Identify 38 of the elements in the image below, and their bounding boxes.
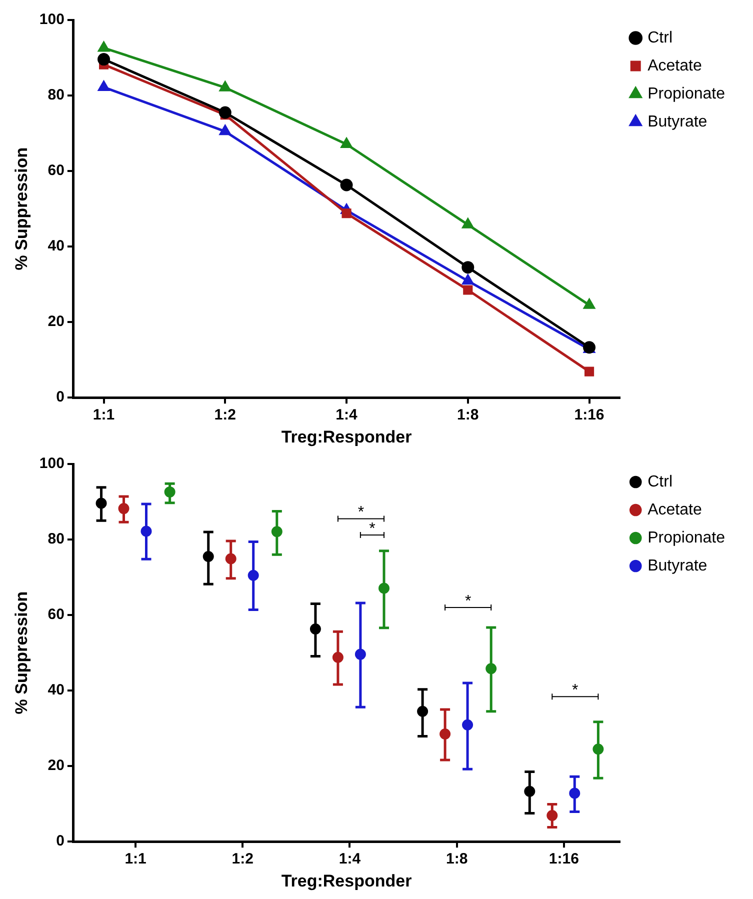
annotation: *: [358, 504, 364, 522]
x-tick-label: 1:4: [336, 406, 358, 424]
y-tick-label: 60: [48, 606, 64, 624]
legend-label: Acetate: [648, 501, 702, 518]
legend-label: Butyrate: [648, 113, 708, 130]
y-axis-title: % Suppression: [12, 147, 31, 270]
x-axis-title: Treg:Responder: [281, 871, 412, 890]
y-tick-label: 20: [48, 757, 64, 774]
x-tick-label: 1:2: [232, 850, 254, 868]
x-tick-label: 1:16: [548, 850, 579, 868]
y-tick-label: 80: [48, 530, 64, 548]
y-axis-title: % Suppression: [12, 591, 31, 714]
legend-label: Butyrate: [648, 557, 708, 574]
legend-label: Ctrl: [648, 473, 672, 490]
y-tick-label: 0: [56, 832, 64, 850]
annotation: *: [572, 682, 578, 700]
legend-label: Acetate: [648, 57, 702, 74]
y-tick-label: 60: [48, 162, 64, 180]
y-tick-label: 80: [48, 86, 64, 104]
x-tick-label: 1:2: [214, 406, 236, 424]
x-tick-label: 1:16: [574, 406, 604, 424]
legend-label: Propionate: [648, 529, 726, 546]
y-tick-label: 40: [48, 238, 64, 255]
x-tick-label: 1:8: [457, 406, 479, 424]
x-tick-label: 1:1: [92, 406, 115, 424]
x-axis-title: Treg:Responder: [281, 427, 412, 446]
y-tick-label: 100: [39, 11, 64, 28]
y-tick-label: 0: [56, 388, 64, 406]
x-tick-label: 1:1: [124, 850, 146, 868]
legend-label: Propionate: [648, 85, 726, 102]
y-tick-label: 40: [48, 682, 64, 699]
y-tick-label: 100: [39, 455, 64, 472]
x-tick-label: 1:8: [446, 850, 468, 868]
y-tick-label: 20: [48, 313, 64, 330]
annotation: *: [464, 592, 472, 610]
x-tick-label: 1:4: [338, 850, 362, 868]
legend-label: Ctrl: [648, 29, 672, 46]
annotation: *: [369, 520, 376, 538]
